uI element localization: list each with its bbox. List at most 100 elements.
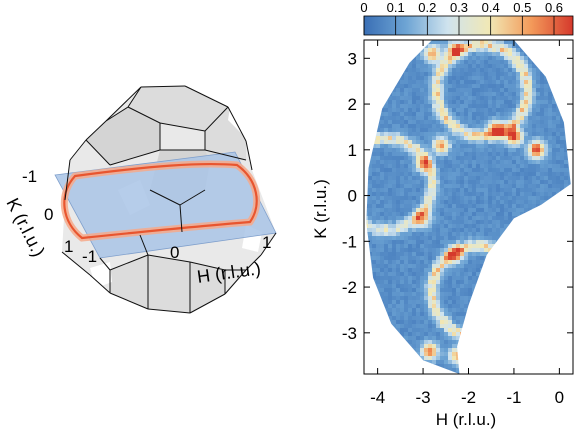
- heatmap-cell: [476, 176, 480, 180]
- heatmap-cell: [376, 176, 380, 180]
- heatmap-cell: [376, 216, 380, 220]
- heatmap-cell: [368, 228, 372, 232]
- heatmap-cell: [528, 96, 532, 100]
- heatmap-cell: [416, 232, 420, 236]
- heatmap-cell: [544, 156, 548, 160]
- heatmap-cell: [456, 304, 460, 308]
- heatmap-cell: [440, 128, 444, 132]
- heatmap-cell: [496, 60, 500, 64]
- heatmap-cell: [412, 136, 416, 140]
- heatmap-cell: [520, 328, 524, 332]
- heatmap-cell: [480, 364, 484, 368]
- heatmap-cell: [492, 56, 496, 60]
- heatmap-cell: [540, 248, 544, 252]
- heatmap-cell: [448, 132, 452, 136]
- heatmap-cell: [388, 216, 392, 220]
- heatmap-cell: [396, 188, 400, 192]
- heatmap-cell: [376, 208, 380, 212]
- heatmap-cell: [496, 152, 500, 156]
- heatmap-cell: [460, 192, 464, 196]
- polyhedron-edge: [140, 85, 186, 88]
- heatmap-cell: [552, 332, 556, 336]
- heatmap-cell: [524, 300, 528, 304]
- heatmap-cell: [488, 44, 492, 48]
- heatmap-cell: [372, 368, 376, 372]
- heatmap-cell: [416, 272, 420, 276]
- heatmap-cell: [568, 228, 571, 232]
- heatmap-cell: [556, 116, 560, 120]
- heatmap-cell: [384, 72, 388, 76]
- heatmap-cell: [492, 128, 496, 132]
- heatmap-cell: [548, 96, 552, 100]
- heatmap-cell: [448, 192, 452, 196]
- heatmap-cell: [552, 260, 556, 264]
- heatmap-cell: [408, 88, 412, 92]
- heatmap-cell: [408, 212, 412, 216]
- heatmap-cell: [384, 200, 388, 204]
- heatmap-cell: [392, 160, 396, 164]
- heatmap-cell: [548, 196, 552, 200]
- heatmap-cell: [372, 316, 376, 320]
- heatmap-cell: [564, 176, 568, 180]
- heatmap-cell: [404, 168, 408, 172]
- heatmap-cell: [564, 76, 568, 80]
- heatmap-cell: [548, 296, 552, 300]
- heatmap-cell: [524, 320, 528, 324]
- heatmap-cell: [460, 272, 464, 276]
- heatmap-cell: [536, 180, 540, 184]
- heatmap-cell: [476, 92, 480, 96]
- heatmap-cell: [412, 320, 416, 324]
- heatmap-cell: [508, 252, 512, 256]
- heatmap-cell: [512, 212, 516, 216]
- polyhedron-face: [86, 107, 160, 165]
- heatmap-cell: [540, 112, 544, 116]
- heatmap-cell: [366, 252, 368, 256]
- heatmap-cell: [500, 188, 504, 192]
- heatmap-cell: [532, 232, 536, 236]
- heatmap-cell: [468, 96, 472, 100]
- y-tick-label: -1: [342, 232, 357, 251]
- heatmap-cell: [366, 256, 368, 260]
- heatmap-cell: [532, 252, 536, 256]
- heatmap-cell: [548, 132, 552, 136]
- heatmap-cell: [484, 232, 488, 236]
- heatmap-cell: [424, 100, 428, 104]
- heatmap-cell: [440, 120, 444, 124]
- heatmap-cell: [548, 100, 552, 104]
- heatmap-cell: [366, 268, 368, 272]
- heatmap-cell: [524, 160, 528, 164]
- heatmap-cell: [460, 320, 464, 324]
- heatmap-cell: [412, 88, 416, 92]
- heatmap-cell: [372, 352, 376, 356]
- heatmap-cell: [504, 364, 508, 368]
- heatmap-cell: [408, 152, 412, 156]
- heatmap-cell: [548, 276, 552, 280]
- heatmap-cell: [408, 60, 412, 64]
- heatmap-cell: [448, 240, 452, 244]
- heatmap-cell: [376, 88, 380, 92]
- heatmap-cell: [380, 152, 384, 156]
- heatmap-cell: [440, 60, 444, 64]
- heatmap-cell: [528, 248, 532, 252]
- heatmap-cell: [424, 248, 428, 252]
- heatmap-cell: [524, 296, 528, 300]
- heatmap-cell: [456, 132, 460, 136]
- heatmap-cell: [400, 40, 404, 44]
- heatmap-cell: [484, 260, 488, 264]
- heatmap-cell: [536, 152, 540, 156]
- heatmap-cell: [512, 200, 516, 204]
- heatmap-cell: [432, 92, 436, 96]
- heatmap-cell: [548, 144, 552, 148]
- heatmap-cell: [568, 84, 571, 88]
- heatmap-cell: [492, 204, 496, 208]
- heatmap-cell: [420, 348, 424, 352]
- heatmap-cell: [436, 368, 440, 372]
- heatmap-cell: [428, 336, 432, 340]
- heatmap-cell: [424, 236, 428, 240]
- heatmap-cell: [366, 248, 368, 252]
- heatmap-cell: [476, 96, 480, 100]
- heatmap-cell: [480, 80, 484, 84]
- heatmap-cell: [556, 56, 560, 60]
- heatmap-cell: [540, 176, 544, 180]
- heatmap-cell: [400, 164, 404, 168]
